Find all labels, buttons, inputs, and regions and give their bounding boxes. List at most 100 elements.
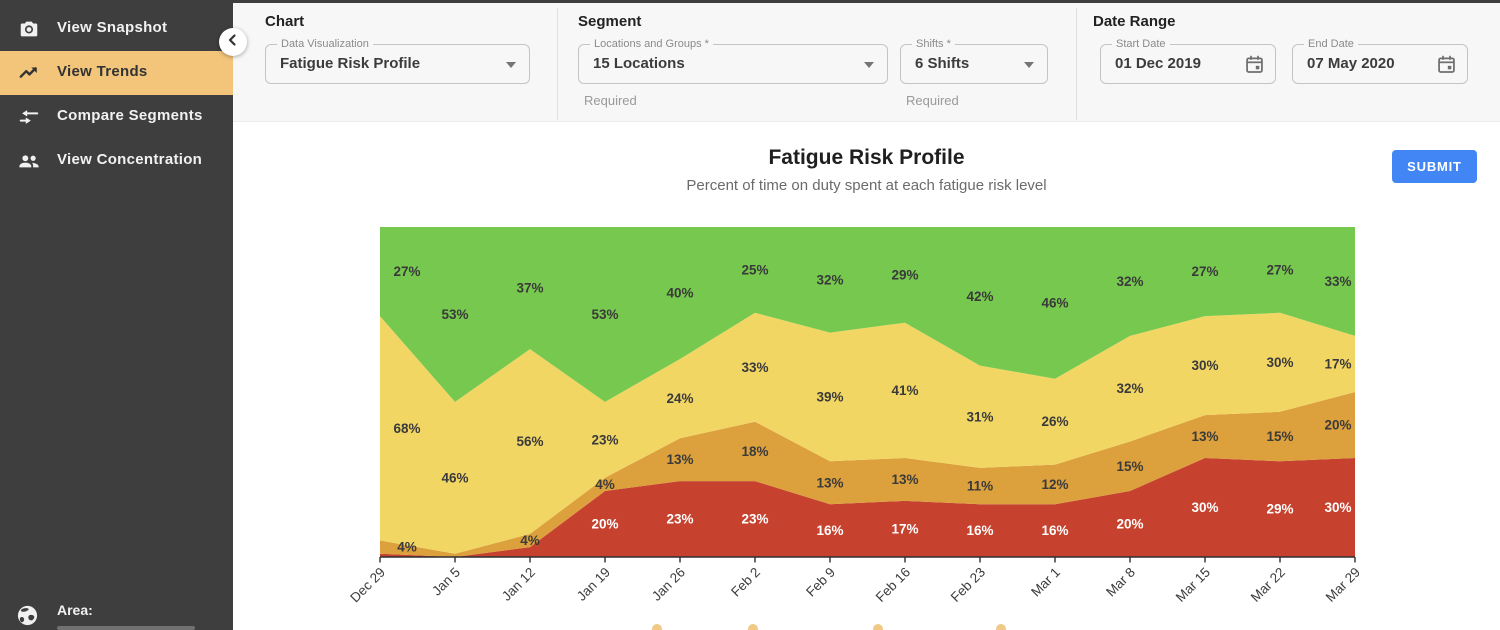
data-label-high-risk: 4%: [397, 540, 417, 555]
chart-subtitle: Percent of time on duty spent at each fa…: [686, 177, 1047, 194]
calendar-icon[interactable]: [1244, 54, 1265, 75]
data-label-low-risk: 27%: [393, 264, 420, 279]
sidebar-item-view-trends[interactable]: View Trends: [0, 51, 233, 95]
x-axis-tick-label: Jan 19: [574, 565, 613, 604]
field-value: 07 May 2020: [1307, 55, 1395, 72]
data-label-moderate-risk: 56%: [516, 434, 543, 449]
data-label-moderate-risk: 32%: [1116, 381, 1143, 396]
shifts-select[interactable]: Shifts * 6 Shifts: [900, 38, 1048, 84]
data-label-low-risk: 37%: [516, 281, 543, 296]
chevron-left-icon: [225, 32, 241, 53]
data-label-moderate-risk: 39%: [816, 389, 843, 404]
field-label: End Date: [1304, 38, 1358, 50]
data-label-high-risk: 13%: [891, 472, 918, 487]
area-low-risk[interactable]: [380, 227, 1355, 402]
sidebar-item-label: View Snapshot: [57, 19, 168, 36]
required-helper-text: Required: [584, 93, 637, 108]
data-label-moderate-risk: 41%: [891, 383, 918, 398]
data-label-low-risk: 53%: [591, 307, 618, 322]
data-label-very-high-risk: 16%: [1041, 523, 1068, 538]
camera-icon: [18, 18, 40, 40]
fatigue-risk-area-chart: Dec 29 Jan 5 Jan 12 Jan 19 Jan 26 Feb 2 Feb 9 F…: [330, 210, 1500, 630]
x-axis-tick-label: Feb 9: [803, 565, 838, 600]
data-label-high-risk: 4%: [520, 533, 540, 548]
data-label-very-high-risk: 20%: [591, 517, 618, 532]
sidebar-item-label: Compare Segments: [57, 107, 203, 124]
x-axis-tick-label: Mar 8: [1103, 565, 1138, 600]
data-label-low-risk: 40%: [666, 286, 693, 301]
data-label-high-risk: 12%: [1041, 477, 1068, 492]
submit-button[interactable]: SUBMIT: [1392, 150, 1477, 183]
section-divider: [1076, 8, 1077, 120]
chart-title: Fatigue Risk Profile: [768, 146, 965, 169]
sidebar-item-label: View Concentration: [57, 151, 203, 168]
data-label-high-risk: 13%: [1191, 429, 1218, 444]
data-label-very-high-risk: 30%: [1324, 500, 1351, 515]
data-label-very-high-risk: 16%: [816, 523, 843, 538]
data-label-very-high-risk: 29%: [1266, 502, 1293, 517]
data-label-very-high-risk: 23%: [666, 512, 693, 527]
window-top-edge: [0, 0, 1500, 3]
x-axis-tick-label: Jan 12: [499, 565, 538, 604]
data-label-high-risk: 15%: [1116, 459, 1143, 474]
data-label-low-risk: 27%: [1191, 264, 1218, 279]
sidebar-item-compare-segments[interactable]: Compare Segments: [0, 95, 233, 139]
legend-dot: [652, 624, 662, 630]
sidebar-collapse-button[interactable]: [219, 28, 247, 56]
area-label: Area:: [57, 602, 93, 618]
field-label: Shifts *: [912, 38, 955, 50]
data-label-very-high-risk: 16%: [966, 523, 993, 538]
field-label: Locations and Groups *: [590, 38, 713, 50]
data-label-low-risk: 25%: [741, 262, 768, 277]
data-label-moderate-risk: 33%: [741, 360, 768, 375]
data-label-very-high-risk: 23%: [741, 512, 768, 527]
data-label-low-risk: 29%: [891, 267, 918, 282]
legend-dot: [996, 624, 1006, 630]
segment-section-heading: Segment: [578, 13, 642, 30]
data-label-moderate-risk: 46%: [441, 470, 468, 485]
legend-dot: [873, 624, 883, 630]
globe-icon: [16, 604, 39, 627]
data-label-low-risk: 32%: [816, 272, 843, 287]
date-range-section-heading: Date Range: [1093, 13, 1176, 30]
sidebar: View Snapshot View Trends: [0, 0, 233, 630]
data-label-moderate-risk: 30%: [1191, 358, 1218, 373]
x-axis-tick-label: Jan 5: [429, 565, 463, 599]
x-axis-tick-label: Dec 29: [347, 565, 388, 606]
data-label-low-risk: 27%: [1266, 262, 1293, 277]
data-label-low-risk: 33%: [1324, 274, 1351, 289]
data-label-low-risk: 42%: [966, 289, 993, 304]
compare-arrows-icon: [18, 106, 40, 128]
field-value: 01 Dec 2019: [1115, 55, 1201, 72]
x-axis-tick-label: Mar 1: [1028, 565, 1063, 600]
data-label-high-risk: 15%: [1266, 429, 1293, 444]
locations-and-groups-select[interactable]: Locations and Groups * 15 Locations: [578, 38, 888, 84]
x-axis-tick-label: Feb 2: [728, 565, 763, 600]
data-label-moderate-risk: 26%: [1041, 414, 1068, 429]
field-value: 15 Locations: [593, 55, 685, 72]
data-label-moderate-risk: 31%: [966, 409, 993, 424]
data-label-very-high-risk: 17%: [891, 521, 918, 536]
x-axis-tick-label: Jan 26: [649, 565, 688, 604]
calendar-icon[interactable]: [1436, 54, 1457, 75]
legend-dot: [748, 624, 758, 630]
sidebar-item-view-concentration[interactable]: View Concentration: [0, 139, 233, 183]
sidebar-item-view-snapshot[interactable]: View Snapshot: [0, 7, 233, 51]
area-moderate-risk[interactable]: [380, 312, 1355, 554]
data-label-low-risk: 32%: [1116, 274, 1143, 289]
data-label-moderate-risk: 17%: [1324, 356, 1351, 371]
data-label-moderate-risk: 68%: [393, 421, 420, 436]
area-high-risk[interactable]: [380, 392, 1355, 557]
field-value: 6 Shifts: [915, 55, 970, 72]
data-label-high-risk: 11%: [967, 479, 993, 494]
end-date-field[interactable]: End Date 07 May 2020: [1292, 38, 1468, 84]
data-label-high-risk: 13%: [816, 475, 843, 490]
x-axis-tick-label: Mar 22: [1248, 565, 1288, 605]
data-label-low-risk: 46%: [1041, 295, 1068, 310]
start-date-field[interactable]: Start Date 01 Dec 2019: [1100, 38, 1276, 84]
area-very-high-risk[interactable]: [380, 458, 1355, 557]
chevron-down-icon: [864, 62, 874, 68]
data-visualization-select[interactable]: Data Visualization Fatigue Risk Profile: [265, 38, 530, 84]
sidebar-item-label: View Trends: [57, 63, 148, 80]
data-label-very-high-risk: 30%: [1191, 500, 1218, 515]
